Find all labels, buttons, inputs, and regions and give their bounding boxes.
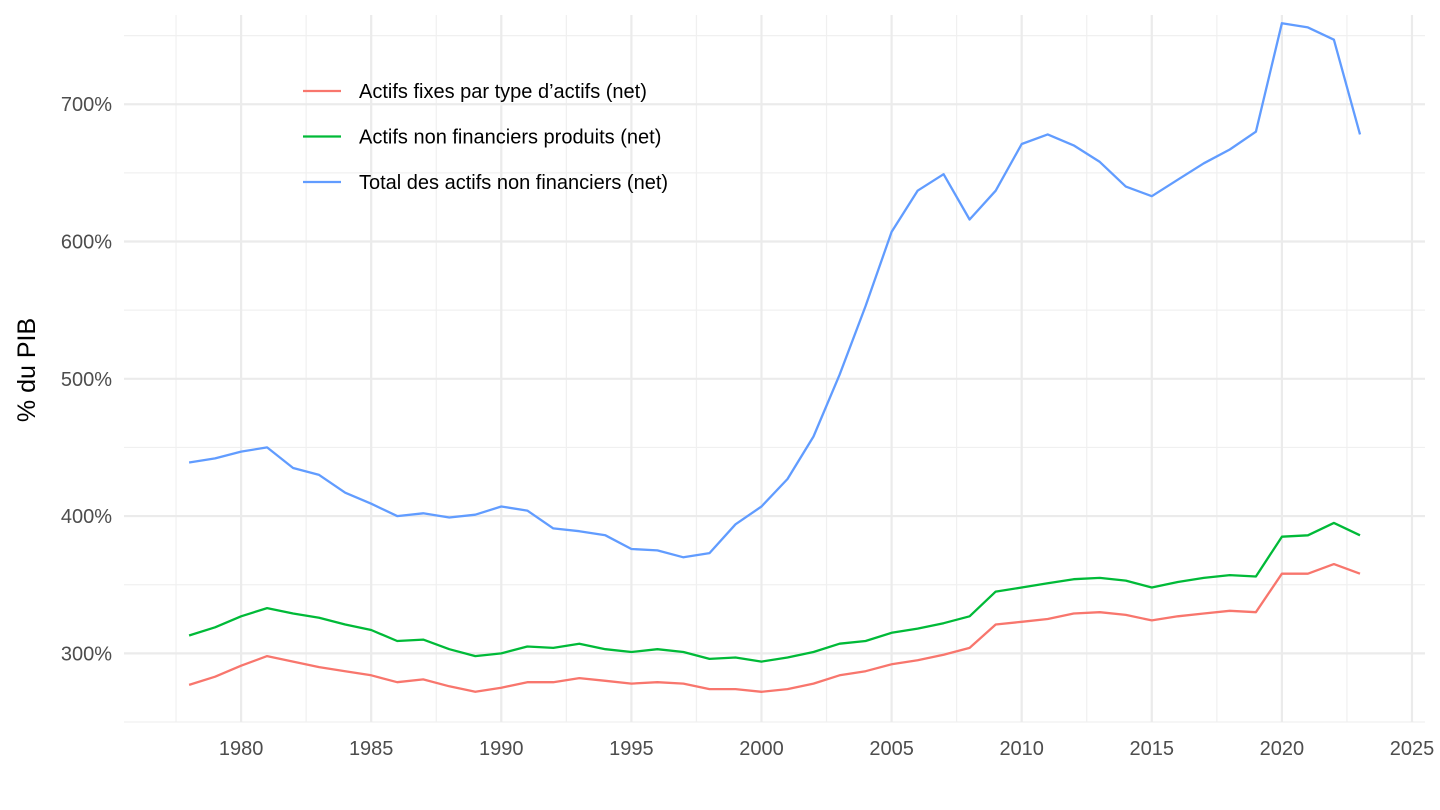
x-tick-label: 2000	[739, 738, 784, 760]
series-line-2	[188, 521, 1361, 663]
legend-label: Actifs non financiers produits (net)	[359, 127, 661, 149]
x-tick-label: 1990	[479, 738, 524, 760]
x-tick-label: 1985	[349, 738, 394, 760]
legend-item-1: Actifs fixes par type d’actifs (net)	[303, 81, 647, 103]
x-tick-label: 2015	[1130, 738, 1175, 760]
x-tick-label: 2025	[1390, 738, 1435, 760]
major-gridlines	[124, 15, 1425, 722]
y-tick-label: 700%	[61, 94, 112, 116]
x-tick-label: 2005	[869, 738, 914, 760]
legend: Actifs fixes par type d’actifs (net) Acti…	[303, 81, 668, 194]
y-tick-label: 400%	[61, 506, 112, 528]
series-line-3	[188, 22, 1362, 559]
x-axis-tick-labels: 1980 1985 1990 1995 2000 2005 2010 2015 2020 2025	[219, 738, 1434, 760]
y-tick-label: 300%	[61, 643, 112, 665]
y-tick-label: 600%	[61, 232, 112, 254]
x-tick-label: 2020	[1260, 738, 1305, 760]
legend-item-2: Actifs non financiers produits (net)	[303, 127, 661, 149]
x-tick-label: 2010	[999, 738, 1044, 760]
legend-label: Actifs fixes par type d’actifs (net)	[359, 81, 647, 103]
legend-item-3: Total des actifs non financiers (net)	[303, 172, 668, 194]
minor-gridlines	[124, 15, 1425, 723]
legend-label: Total des actifs non financiers (net)	[359, 172, 668, 194]
series-lines	[188, 22, 1362, 693]
x-tick-label: 1980	[219, 738, 264, 760]
series-line-1	[188, 562, 1361, 693]
y-tick-label: 500%	[61, 369, 112, 391]
y-axis-tick-labels: 300% 400% 500% 600% 700%	[61, 94, 112, 665]
y-axis-title: % du PIB	[13, 318, 41, 422]
x-tick-label: 1995	[609, 738, 654, 760]
